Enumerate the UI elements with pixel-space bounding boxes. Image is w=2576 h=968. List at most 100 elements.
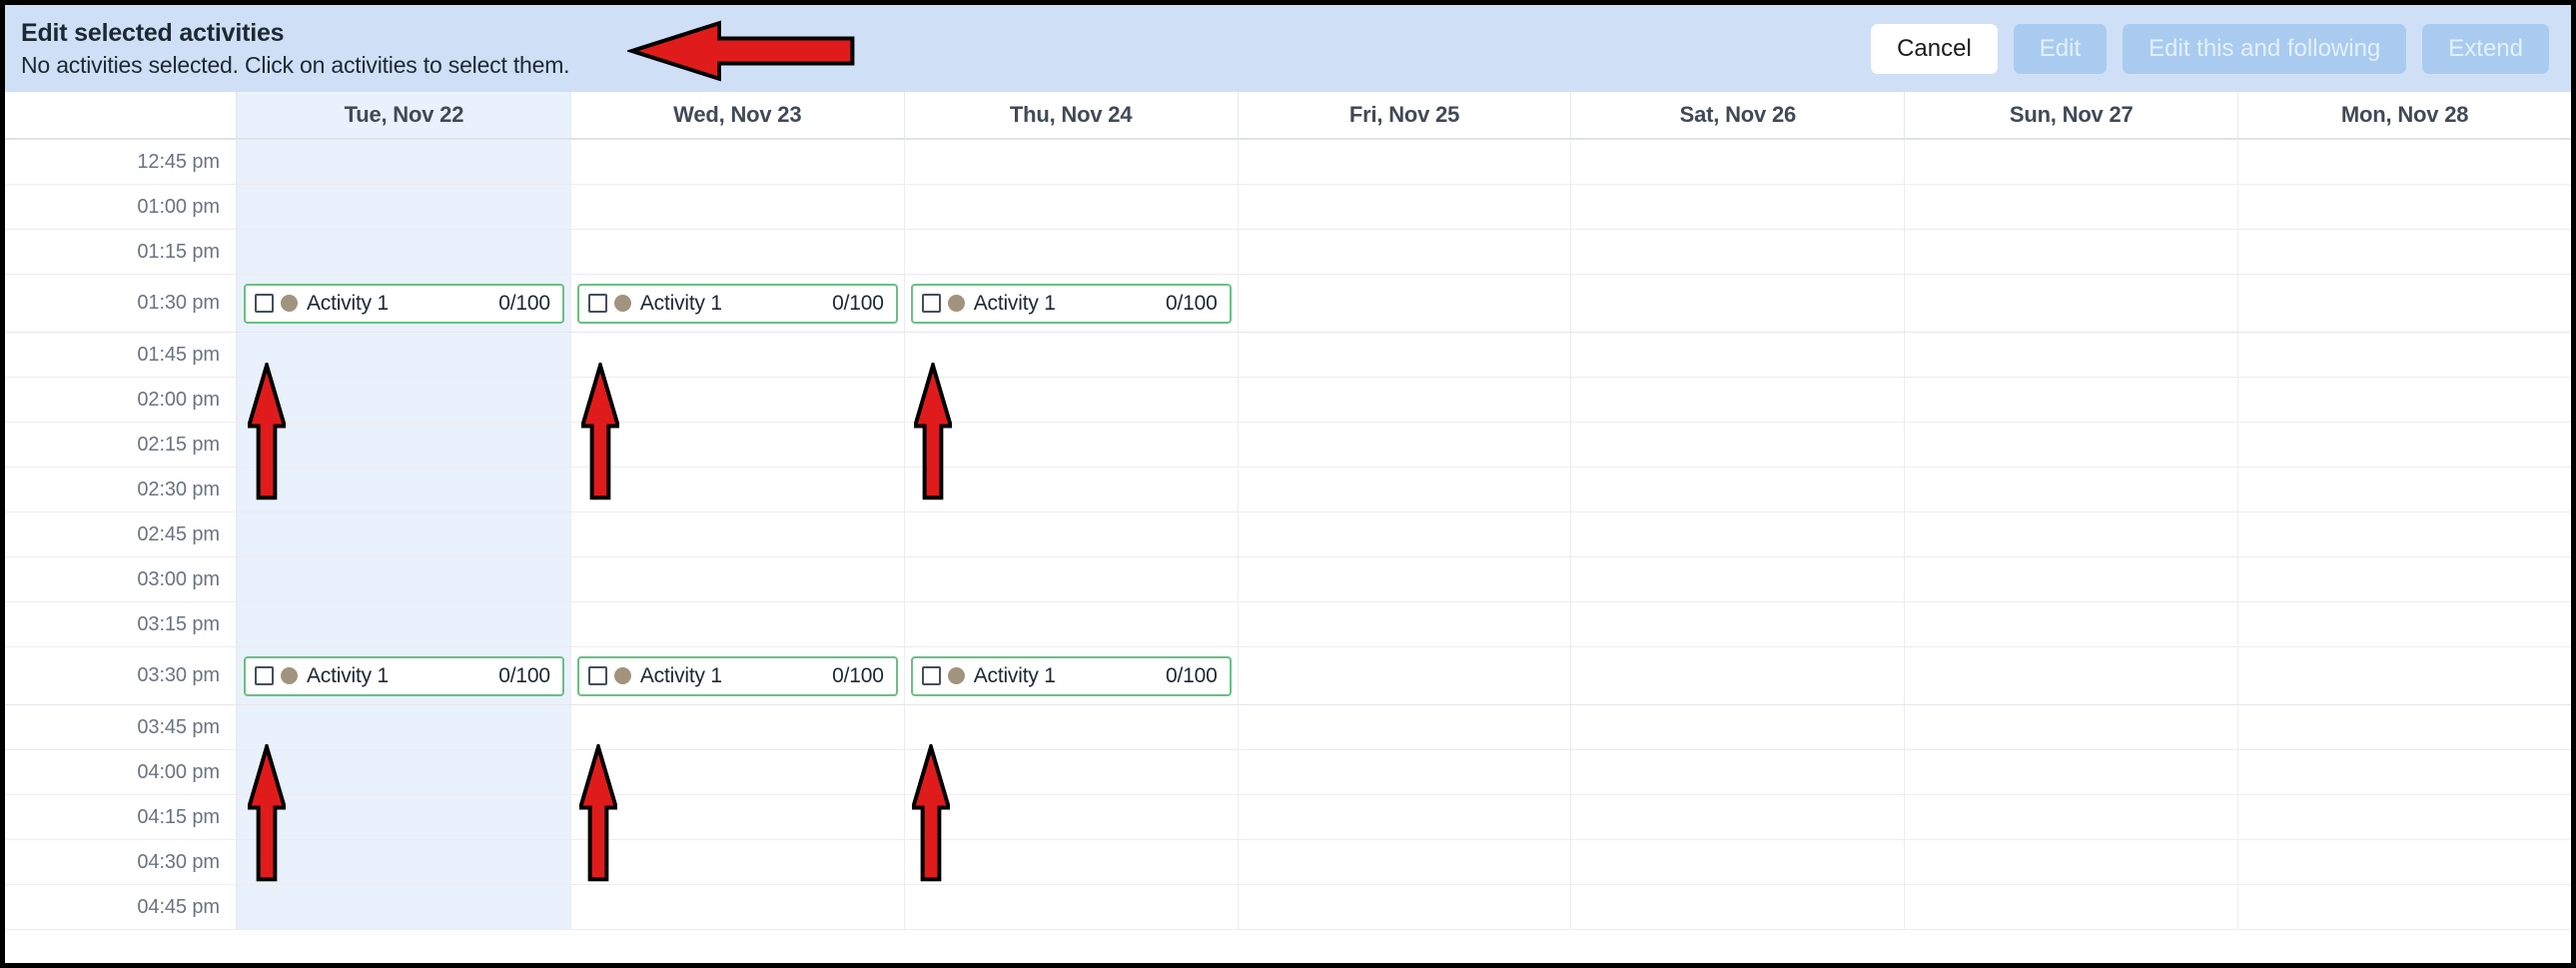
slot-sun-nov-27-04-30-pm[interactable]: [1904, 840, 2238, 884]
cancel-button[interactable]: Cancel: [1871, 23, 1998, 74]
slot-wed-nov-23-03-00-pm[interactable]: [569, 557, 904, 601]
slot-tue-nov-22-02-15-pm[interactable]: [237, 423, 570, 467]
slot-sun-nov-27-03-15-pm[interactable]: [1904, 602, 2238, 646]
slot-wed-nov-23-02-00-pm[interactable]: [569, 378, 904, 422]
slot-wed-nov-23-02-45-pm[interactable]: [569, 512, 904, 556]
slot-thu-nov-24-03-15-pm[interactable]: [903, 602, 1238, 646]
slot-sat-nov-26-04-00-pm[interactable]: [1570, 750, 1905, 794]
slot-mon-nov-28-01-45-pm[interactable]: [2237, 333, 2571, 377]
slot-tue-nov-22-04-15-pm[interactable]: [237, 795, 570, 839]
slot-sat-nov-26-02-00-pm[interactable]: [1570, 378, 1905, 422]
slot-wed-nov-23-04-30-pm[interactable]: [569, 840, 904, 884]
slot-sat-nov-26-04-45-pm[interactable]: [1570, 885, 1905, 929]
slot-sun-nov-27-02-15-pm[interactable]: [1904, 423, 2238, 467]
slot-fri-nov-25-03-45-pm[interactable]: [1237, 705, 1571, 749]
activity-chip[interactable]: Activity 1 0/100: [910, 655, 1232, 696]
slot-thu-nov-24-01-15-pm[interactable]: [903, 230, 1238, 274]
slot-sat-nov-26-01-45-pm[interactable]: [1570, 333, 1905, 377]
slot-wed-nov-23-12-45-pm[interactable]: [569, 140, 904, 184]
slot-mon-nov-28-04-30-pm[interactable]: [2237, 840, 2571, 884]
slot-wed-nov-23-01-15-pm[interactable]: [569, 230, 904, 274]
slot-tue-nov-22-01-15-pm[interactable]: [237, 230, 570, 274]
slot-sun-nov-27-04-00-pm[interactable]: [1904, 750, 2238, 794]
slot-thu-nov-24-02-45-pm[interactable]: [903, 512, 1238, 556]
slot-fri-nov-25-02-00-pm[interactable]: [1237, 378, 1571, 422]
slot-tue-nov-22-03-00-pm[interactable]: [237, 557, 570, 601]
slot-sun-nov-27-04-15-pm[interactable]: [1904, 795, 2238, 839]
slot-tue-nov-22-04-45-pm[interactable]: [237, 885, 570, 929]
slot-sun-nov-27-04-45-pm[interactable]: [1904, 885, 2238, 929]
day-header-fri-nov-25[interactable]: Fri, Nov 25: [1237, 92, 1571, 138]
slot-fri-nov-25-01-30-pm[interactable]: [1237, 275, 1571, 332]
slot-fri-nov-25-04-30-pm[interactable]: [1237, 840, 1571, 884]
slot-fri-nov-25-03-00-pm[interactable]: [1237, 557, 1571, 601]
slot-tue-nov-22-04-00-pm[interactable]: [237, 750, 570, 794]
slot-tue-nov-22-03-15-pm[interactable]: [237, 602, 570, 646]
slot-tue-nov-22-04-30-pm[interactable]: [237, 840, 570, 884]
slot-mon-nov-28-01-00-pm[interactable]: [2237, 185, 2571, 229]
slot-fri-nov-25-02-30-pm[interactable]: [1237, 468, 1571, 511]
slot-tue-nov-22-01-00-pm[interactable]: [237, 185, 570, 229]
slot-mon-nov-28-03-15-pm[interactable]: [2237, 602, 2571, 646]
slot-wed-nov-23-01-00-pm[interactable]: [569, 185, 904, 229]
slot-fri-nov-25-03-15-pm[interactable]: [1237, 602, 1571, 646]
slot-sat-nov-26-12-45-pm[interactable]: [1570, 140, 1905, 184]
slot-thu-nov-24-03-00-pm[interactable]: [903, 557, 1238, 601]
slot-sat-nov-26-02-15-pm[interactable]: [1570, 423, 1905, 467]
slot-sat-nov-26-03-30-pm[interactable]: [1570, 647, 1905, 704]
edit-this-and-following-button[interactable]: Edit this and following: [2123, 23, 2407, 74]
slot-wed-nov-23-03-15-pm[interactable]: [569, 602, 904, 646]
activity-select-checkbox[interactable]: [921, 294, 941, 313]
slot-sat-nov-26-03-45-pm[interactable]: [1570, 705, 1905, 749]
slot-sat-nov-26-04-30-pm[interactable]: [1570, 840, 1905, 884]
slot-thu-nov-24-03-30-pm[interactable]: Activity 1 0/100: [903, 647, 1238, 704]
slot-sat-nov-26-01-30-pm[interactable]: [1570, 275, 1905, 332]
slot-mon-nov-28-02-15-pm[interactable]: [2237, 423, 2571, 467]
slot-wed-nov-23-04-45-pm[interactable]: [569, 885, 904, 929]
slot-thu-nov-24-12-45-pm[interactable]: [903, 140, 1238, 184]
slot-sun-nov-27-02-30-pm[interactable]: [1904, 468, 2238, 511]
slot-sun-nov-27-03-30-pm[interactable]: [1904, 647, 2238, 704]
slot-sun-nov-27-03-45-pm[interactable]: [1904, 705, 2238, 749]
slot-sat-nov-26-03-15-pm[interactable]: [1570, 602, 1905, 646]
edit-button[interactable]: Edit: [2013, 23, 2108, 74]
slot-tue-nov-22-03-45-pm[interactable]: [237, 705, 570, 749]
slot-sun-nov-27-03-00-pm[interactable]: [1904, 557, 2238, 601]
activity-select-checkbox[interactable]: [921, 666, 941, 685]
slot-wed-nov-23-03-45-pm[interactable]: [569, 705, 904, 749]
slot-sat-nov-26-03-00-pm[interactable]: [1570, 557, 1905, 601]
day-header-wed-nov-23[interactable]: Wed, Nov 23: [569, 92, 904, 138]
slot-mon-nov-28-12-45-pm[interactable]: [2237, 140, 2571, 184]
extend-button[interactable]: Extend: [2422, 23, 2549, 74]
slot-tue-nov-22-02-00-pm[interactable]: [237, 378, 570, 422]
day-header-sun-nov-27[interactable]: Sun, Nov 27: [1904, 92, 2238, 138]
slot-wed-nov-23-01-30-pm[interactable]: Activity 1 0/100: [569, 275, 904, 332]
slot-thu-nov-24-04-45-pm[interactable]: [903, 885, 1238, 929]
slot-fri-nov-25-04-15-pm[interactable]: [1237, 795, 1571, 839]
slot-sat-nov-26-01-15-pm[interactable]: [1570, 230, 1905, 274]
day-header-thu-nov-24[interactable]: Thu, Nov 24: [903, 92, 1238, 138]
slot-tue-nov-22-01-45-pm[interactable]: [237, 333, 570, 377]
slot-tue-nov-22-03-30-pm[interactable]: Activity 1 0/100: [237, 647, 570, 704]
slot-thu-nov-24-03-45-pm[interactable]: [903, 705, 1238, 749]
slot-fri-nov-25-04-45-pm[interactable]: [1237, 885, 1571, 929]
slot-mon-nov-28-01-30-pm[interactable]: [2237, 275, 2571, 332]
slot-sat-nov-26-02-30-pm[interactable]: [1570, 468, 1905, 511]
activity-chip[interactable]: Activity 1 0/100: [576, 283, 898, 324]
slot-sat-nov-26-04-15-pm[interactable]: [1570, 795, 1905, 839]
slot-mon-nov-28-03-00-pm[interactable]: [2237, 557, 2571, 601]
day-header-tue-nov-22[interactable]: Tue, Nov 22: [237, 92, 570, 138]
slot-tue-nov-22-01-30-pm[interactable]: Activity 1 0/100: [237, 275, 570, 332]
slot-fri-nov-25-04-00-pm[interactable]: [1237, 750, 1571, 794]
slot-sun-nov-27-01-00-pm[interactable]: [1904, 185, 2238, 229]
slot-thu-nov-24-04-00-pm[interactable]: [903, 750, 1238, 794]
slot-thu-nov-24-04-30-pm[interactable]: [903, 840, 1238, 884]
slot-wed-nov-23-03-30-pm[interactable]: Activity 1 0/100: [569, 647, 904, 704]
slot-fri-nov-25-01-45-pm[interactable]: [1237, 333, 1571, 377]
slot-tue-nov-22-12-45-pm[interactable]: [237, 140, 570, 184]
slot-thu-nov-24-01-45-pm[interactable]: [903, 333, 1238, 377]
activity-select-checkbox[interactable]: [587, 294, 607, 313]
slot-wed-nov-23-04-00-pm[interactable]: [569, 750, 904, 794]
slot-sun-nov-27-02-45-pm[interactable]: [1904, 512, 2238, 556]
slot-fri-nov-25-01-00-pm[interactable]: [1237, 185, 1571, 229]
